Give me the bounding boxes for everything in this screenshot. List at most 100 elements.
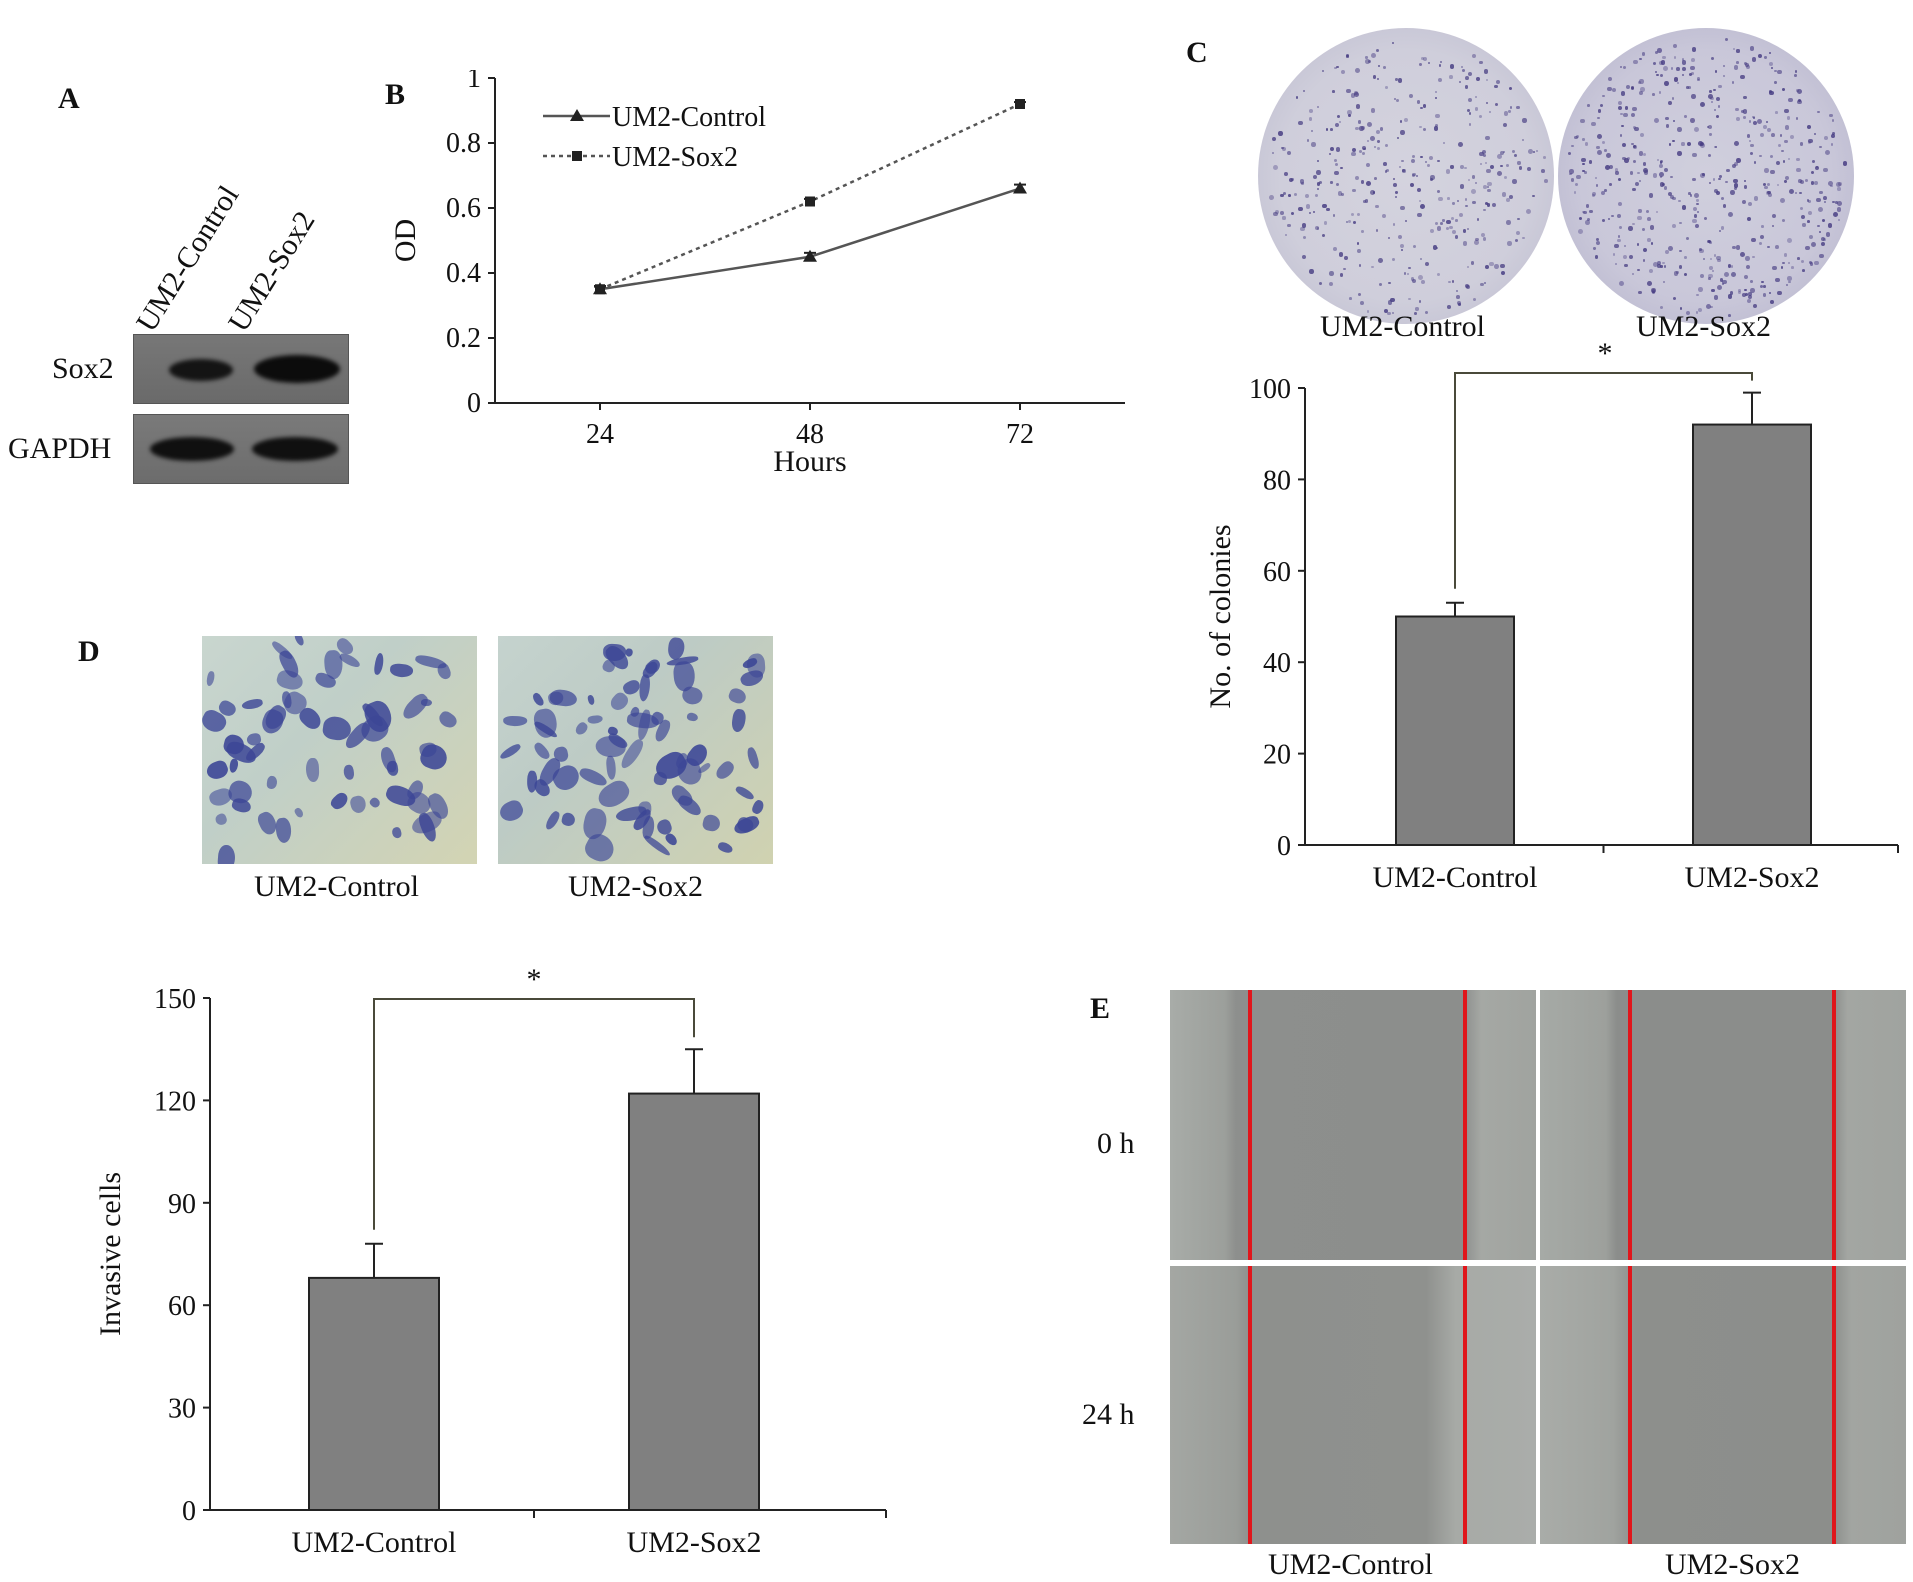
colony-dot <box>1485 264 1490 269</box>
colony-dot <box>1302 89 1306 93</box>
colony-dot <box>1329 146 1334 151</box>
colony-dot <box>1694 126 1700 132</box>
colony-dot <box>1367 122 1373 128</box>
colony-dot <box>1449 63 1455 69</box>
colony-dot <box>1617 234 1621 238</box>
colony-dot <box>1332 90 1335 93</box>
cell-cluster <box>498 797 526 825</box>
colony-dot <box>1814 166 1819 171</box>
colony-dot <box>1425 261 1430 266</box>
colony-dot <box>1316 227 1320 231</box>
colony-dot <box>1655 50 1659 54</box>
colony-dot <box>1392 258 1396 261</box>
wound-photo-control-24h <box>1170 1266 1536 1544</box>
colony-dot <box>1501 192 1507 197</box>
colony-dot <box>1817 206 1823 212</box>
colony-dot <box>1672 119 1676 123</box>
colony-dot <box>1773 81 1777 84</box>
colony-dot <box>1753 121 1758 126</box>
colony-dot <box>1759 284 1763 288</box>
colony-dot <box>1767 190 1771 195</box>
colony-dot <box>1734 140 1740 146</box>
colony-dot <box>1337 115 1341 119</box>
colony-dot <box>1592 192 1597 197</box>
colony-dot <box>1659 73 1663 77</box>
colony-dot <box>1517 217 1520 221</box>
colony-dot <box>1390 297 1395 303</box>
colony-dot <box>1807 220 1810 224</box>
colony-dot <box>1334 159 1338 163</box>
colony-dot <box>1486 78 1489 82</box>
colony-dot <box>1685 236 1690 241</box>
colony-dot <box>1714 254 1717 257</box>
colony-dot <box>1522 118 1527 123</box>
colony-dot <box>1442 219 1445 222</box>
colony-dot <box>1733 65 1739 70</box>
colony-dot <box>1744 288 1747 292</box>
colony-dot <box>1702 173 1706 176</box>
colony-dot <box>1718 105 1721 108</box>
x-tick-label: 72 <box>1006 419 1034 450</box>
y-tick-label: 90 <box>168 1189 196 1220</box>
colony-dot <box>1468 122 1472 126</box>
colony-dot <box>1394 196 1397 199</box>
colony-dot <box>1632 187 1636 192</box>
colony-dot <box>1440 60 1443 63</box>
colony-dot <box>1594 254 1599 259</box>
colony-dot <box>1587 104 1590 107</box>
colony-dot <box>1283 192 1287 196</box>
colony-dot <box>1497 153 1503 159</box>
colony-dot <box>1638 209 1642 213</box>
wound-photo-control-0h <box>1170 990 1536 1260</box>
colony-dot <box>1764 56 1767 59</box>
colony-dot <box>1724 37 1728 41</box>
colony-dot <box>1341 69 1346 74</box>
colony-dot <box>1480 282 1484 287</box>
colony-dot <box>1749 152 1753 156</box>
colony-dot <box>1800 259 1805 264</box>
colony-plate-sox2 <box>1558 28 1854 324</box>
colony-dot <box>1273 164 1279 170</box>
colony-dot <box>1272 211 1278 217</box>
colony-dot <box>1835 201 1838 204</box>
colony-dot <box>1513 154 1518 158</box>
wound-col-label-control: UM2-Control <box>1268 1548 1433 1581</box>
colony-dot <box>1708 274 1713 279</box>
colony-dot <box>1497 171 1503 176</box>
colony-dot <box>1436 189 1441 193</box>
colony-dot <box>1762 183 1767 187</box>
colony-dot <box>1316 188 1319 191</box>
colony-dot <box>1447 280 1451 284</box>
colony-dot <box>1659 171 1665 177</box>
colony-dot <box>1371 265 1374 269</box>
data-point <box>805 196 815 207</box>
colony-dot <box>1326 207 1330 212</box>
colony-dot <box>1782 218 1786 222</box>
colony-dot <box>1308 117 1313 121</box>
colony-dot <box>1817 224 1820 227</box>
colony-dot <box>1738 289 1741 293</box>
colony-dot <box>1528 149 1534 155</box>
colony-dot <box>1427 61 1431 65</box>
colony-dot <box>1399 120 1403 123</box>
colony-dot <box>1449 75 1453 79</box>
colony-dot <box>1614 243 1619 249</box>
y-tick-label: 120 <box>154 1086 196 1117</box>
colony-dot <box>1632 126 1636 130</box>
colony-dot <box>1629 171 1633 175</box>
colony-dot <box>1632 106 1637 111</box>
colony-dot <box>1668 100 1672 105</box>
colony-dot <box>1434 96 1438 100</box>
colony-dot <box>1316 105 1320 108</box>
y-tick-label: 0 <box>1277 831 1291 862</box>
colony-dot <box>1535 149 1539 153</box>
colony-dot <box>1775 160 1781 166</box>
colony-dot <box>1311 142 1316 147</box>
colony-dot <box>1301 223 1307 229</box>
y-tick-label: 60 <box>1263 557 1291 588</box>
colony-dot <box>1603 149 1607 153</box>
y-axis-title: OD <box>389 219 422 262</box>
colony-dot <box>1461 65 1464 68</box>
colony-dot <box>1675 271 1679 274</box>
colony-dot <box>1667 192 1672 197</box>
